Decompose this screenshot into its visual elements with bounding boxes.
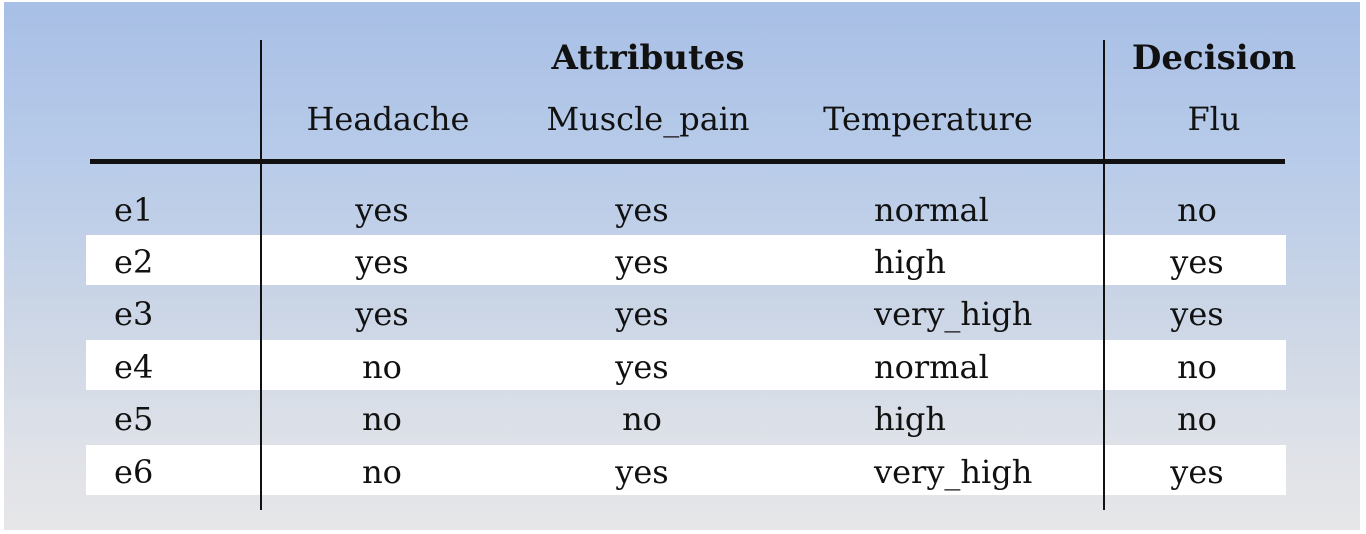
flu-cell: no xyxy=(1177,400,1217,438)
column-divider-left xyxy=(260,40,262,510)
headache-cell: no xyxy=(362,400,402,438)
decision-table: Attributes Decision Headache Muscle_pain… xyxy=(4,2,1360,530)
muscle-pain-cell: yes xyxy=(615,243,669,281)
temperature-cell: normal xyxy=(874,191,989,229)
row-stripe-e4 xyxy=(86,340,1286,390)
row-id-cell: e4 xyxy=(114,348,154,386)
flu-cell: no xyxy=(1177,348,1217,386)
headache-cell: yes xyxy=(355,243,409,281)
row-id-cell: e6 xyxy=(114,453,154,491)
temperature-cell: very_high xyxy=(874,453,1033,491)
muscle-pain-cell: yes xyxy=(615,295,669,333)
headache-cell: yes xyxy=(355,295,409,333)
decision-group-header: Decision xyxy=(1131,38,1297,78)
flu-cell: yes xyxy=(1170,243,1224,281)
flu-cell: yes xyxy=(1170,295,1224,333)
table-panel: Attributes Decision Headache Muscle_pain… xyxy=(4,2,1360,530)
column-header-flu: Flu xyxy=(1187,100,1241,138)
column-divider-right xyxy=(1103,40,1105,510)
column-header-temperature: Temperature xyxy=(823,100,1033,138)
row-id-cell: e3 xyxy=(114,295,154,333)
headache-cell: no xyxy=(362,348,402,386)
temperature-cell: high xyxy=(874,400,946,438)
muscle-pain-cell: yes xyxy=(615,191,669,229)
column-header-headache: Headache xyxy=(306,100,470,138)
muscle-pain-cell: yes xyxy=(615,348,669,386)
row-id-cell: e2 xyxy=(114,243,154,281)
row-stripe-e2 xyxy=(86,235,1286,285)
flu-cell: no xyxy=(1177,191,1217,229)
row-id-cell: e1 xyxy=(114,191,154,229)
temperature-cell: very_high xyxy=(874,295,1033,333)
column-header-muscle-pain: Muscle_pain xyxy=(546,100,750,138)
headache-cell: no xyxy=(362,453,402,491)
header-rule xyxy=(90,159,1285,164)
flu-cell: yes xyxy=(1170,453,1224,491)
attributes-group-header: Attributes xyxy=(551,38,745,78)
headache-cell: yes xyxy=(355,191,409,229)
muscle-pain-cell: yes xyxy=(615,453,669,491)
row-id-cell: e5 xyxy=(114,400,154,438)
muscle-pain-cell: no xyxy=(622,400,662,438)
row-stripe-e6 xyxy=(86,445,1286,495)
temperature-cell: normal xyxy=(874,348,989,386)
temperature-cell: high xyxy=(874,243,946,281)
